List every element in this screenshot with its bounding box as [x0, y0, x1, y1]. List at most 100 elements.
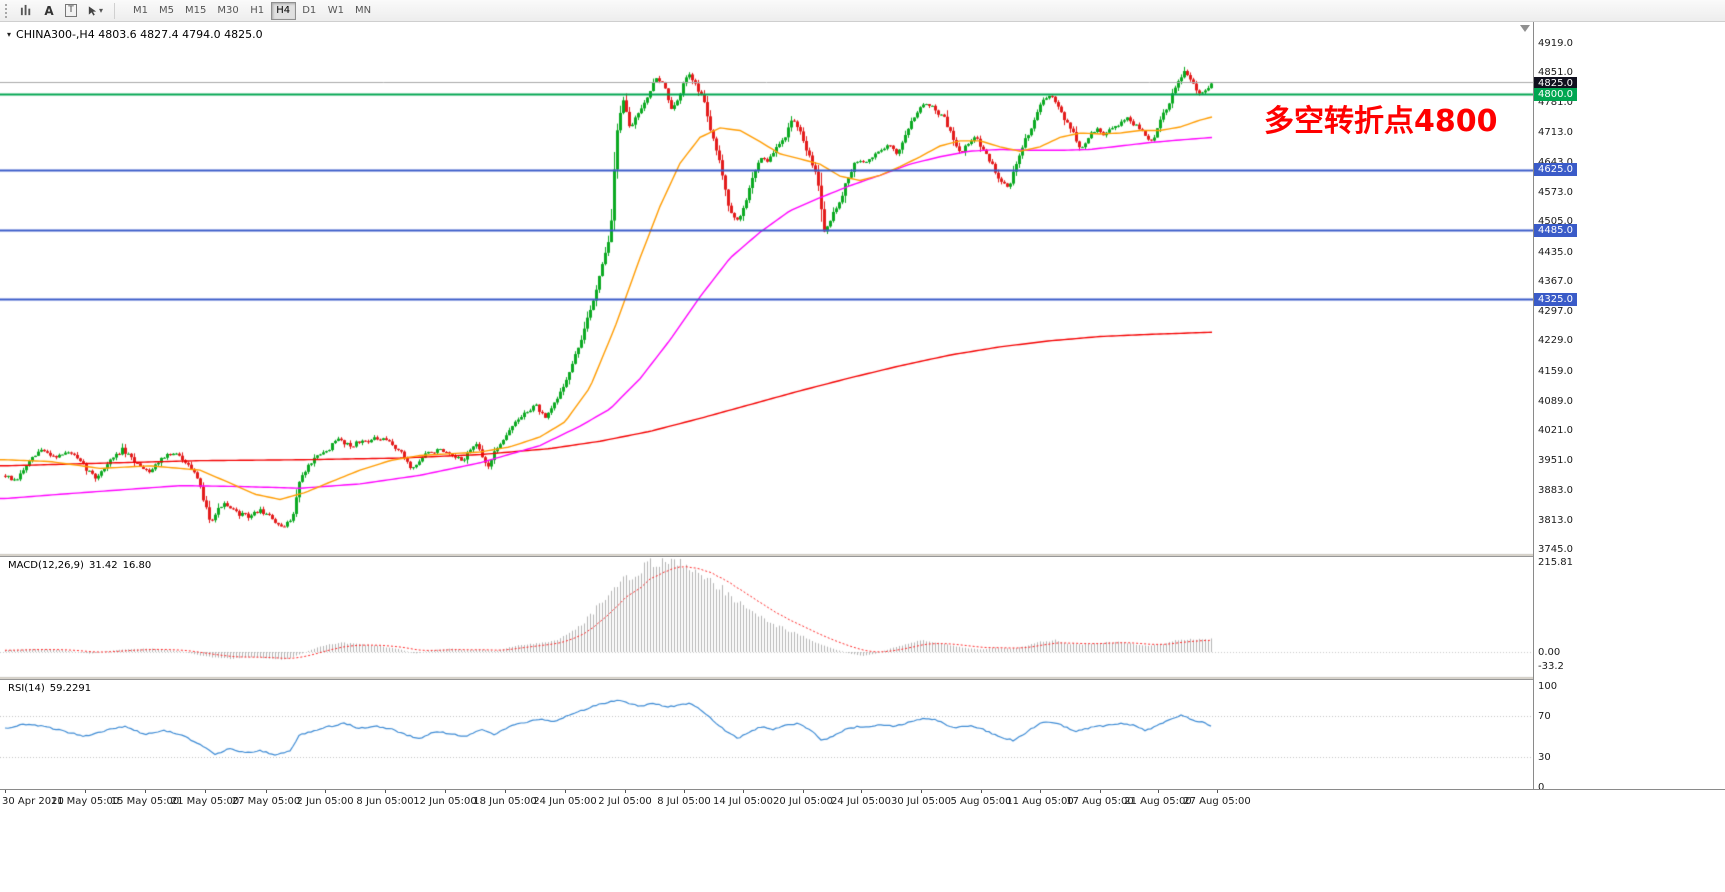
time-axis-label: 8 Jul 05:00 [657, 796, 711, 807]
time-axis-tick [445, 790, 446, 793]
timeframe-button-m15[interactable]: M15 [185, 5, 207, 16]
timeframe-button-d1[interactable]: D1 [302, 5, 317, 16]
time-axis-tick [145, 790, 146, 793]
time-axis-label: 12 Jun 05:00 [413, 796, 477, 807]
price-tag-4800.0: 4800.0 [1534, 87, 1577, 101]
price-axis-label: 4159.0 [1538, 365, 1573, 377]
timeframe-button-m5[interactable]: M5 [159, 5, 175, 16]
time-axis-tick [921, 790, 922, 793]
macd-indicator-label: MACD(12,26,9) 31.42 16.80 [8, 560, 156, 571]
toolbar-grip[interactable] [5, 3, 10, 18]
bar-chart-icon [20, 4, 31, 16]
time-axis-label: 24 Jul 05:00 [831, 796, 891, 807]
price-axis-label: 4435.0 [1538, 246, 1573, 258]
time-axis-label: 27 May 05:00 [231, 796, 301, 807]
timeframe-button-m1[interactable]: M1 [133, 5, 149, 16]
price-axis-label: 4297.0 [1538, 306, 1573, 318]
time-axis-label: 30 Apr 2020 [2, 796, 64, 807]
price-axis-label: 4367.0 [1538, 275, 1573, 287]
price-tag-4485.0: 4485.0 [1534, 223, 1577, 237]
time-axis-tick [325, 790, 326, 793]
time-axis-label: 24 Jun 05:00 [533, 796, 597, 807]
price-axis-label: 4781.0 [1538, 97, 1573, 109]
timeframe-button-h1[interactable]: H1 [250, 5, 265, 16]
time-axis-tick [625, 790, 626, 793]
time-axis-label: 30 Jul 05:00 [891, 796, 951, 807]
time-axis-label: 11 Aug 05:00 [1006, 796, 1074, 807]
cursor-tool[interactable]: ▾ [83, 2, 107, 20]
time-axis-tick [743, 790, 744, 793]
timeframe-button-mn[interactable]: MN [354, 5, 372, 16]
panel-splitter-rsi[interactable] [0, 676, 1725, 680]
chart-symbol-header: ▾ CHINA300-,H4 4803.6 4827.4 4794.0 4825… [7, 28, 263, 41]
time-axis-tick [684, 790, 685, 793]
macd-axis-label: 0.00 [1538, 647, 1561, 658]
time-axis-label: 20 Jul 05:00 [773, 796, 833, 807]
time-axis-tick [505, 790, 506, 793]
rsi-axis-label: 0 [1538, 782, 1545, 793]
time-axis-label: 17 Aug 05:00 [1066, 796, 1134, 807]
price-axis-label: 4643.0 [1538, 157, 1573, 168]
time-axis-tick [205, 790, 206, 793]
time-axis-label: 5 Aug 05:00 [950, 796, 1012, 807]
time-axis-tick [85, 790, 86, 793]
time-axis-label: 2 Jun 05:00 [296, 796, 354, 807]
time-axis-tick [565, 790, 566, 793]
time-axis-tick [861, 790, 862, 793]
time-axis-tick [1100, 790, 1101, 793]
timeframe-button-m30[interactable]: M30 [217, 5, 239, 16]
price-axis-label: 4573.0 [1538, 187, 1573, 199]
panel-splitter-macd[interactable] [0, 553, 1725, 557]
price-axis-label: 3813.0 [1538, 514, 1573, 526]
text-label-tool[interactable]: T [61, 2, 81, 20]
time-axis-label: 14 Jul 05:00 [713, 796, 773, 807]
time-axis-label: 8 Jun 05:00 [356, 796, 414, 807]
time-axis-tick [1217, 790, 1218, 793]
price-tag-4825.0: 4825.0 [1534, 77, 1577, 90]
timeframe-button-w1[interactable]: W1 [327, 5, 344, 16]
time-axis-tick [981, 790, 982, 793]
macd-signal-value: 16.80 [122, 560, 152, 571]
chart-type-icon[interactable] [16, 2, 37, 20]
price-axis-label: 3951.0 [1538, 455, 1573, 467]
price-axis-label: 4919.0 [1538, 38, 1573, 49]
price-axis-label: 3745.0 [1538, 544, 1573, 555]
rsi-axis-label: 70 [1538, 711, 1551, 723]
timeframe-group: M1 M5 M15 M30 H1 H4 D1 W1 MN [128, 1, 376, 20]
time-axis-label: 21 May 05:00 [170, 796, 240, 807]
rsi-indicator-label: RSI(14) 59.2291 [8, 683, 96, 694]
price-axis-label: 4021.0 [1538, 425, 1573, 437]
dropdown-caret-icon: ▾ [99, 6, 104, 15]
time-axis[interactable]: 30 Apr 2020 11 May 05:00 15 May 05:00 21 Ma… [0, 789, 1725, 813]
price-axis[interactable]: 4919.0 4851.0 4781.0 4713.0 4643.0 4573.0 4505… [1533, 22, 1725, 793]
text-annotation-tool[interactable]: A [44, 3, 54, 18]
time-axis-label: 18 Jun 05:00 [473, 796, 537, 807]
price-chart-canvas[interactable] [0, 22, 1533, 789]
chart-annotation: 多空转折点4800 [1264, 104, 1498, 139]
price-axis-label: 4229.0 [1538, 335, 1573, 347]
time-axis-tick [266, 790, 267, 793]
time-axis-label: 27 Aug 05:00 [1183, 796, 1251, 807]
price-axis-label: 4505.0 [1538, 216, 1573, 228]
rsi-axis-label: 30 [1538, 751, 1551, 763]
macd-axis-label: -33.2 [1538, 660, 1564, 672]
price-tag-4325.0: 4325.0 [1534, 292, 1577, 306]
timeframe-button-h4[interactable]: H4 [270, 1, 296, 20]
price-axis-label: 3883.0 [1538, 484, 1573, 496]
toolbar: A T ▾ M1 M5 M15 M30 H1 H4 D1 W1 MN [0, 0, 1725, 22]
macd-name: MACD(12,26,9) [8, 560, 84, 571]
symbol-ohlc-text: CHINA300-,H4 4803.6 4827.4 4794.0 4825.0 [16, 28, 263, 41]
macd-axis-label: 215.81 [1538, 557, 1573, 568]
time-axis-label: 15 May 05:00 [110, 796, 180, 807]
macd-main-value: 31.42 [88, 560, 118, 571]
rsi-name: RSI(14) [8, 683, 45, 694]
time-axis-label: 2 Jul 05:00 [598, 796, 652, 807]
cursor-arrow-icon [88, 5, 97, 16]
time-axis-tick [1158, 790, 1159, 793]
toolbar-separator [114, 2, 116, 19]
collapse-triangle-icon[interactable]: ▾ [7, 30, 12, 39]
price-tag-4625.0: 4625.0 [1534, 163, 1577, 177]
time-axis-tick [5, 790, 6, 793]
boxed-t-icon: T [65, 4, 77, 17]
